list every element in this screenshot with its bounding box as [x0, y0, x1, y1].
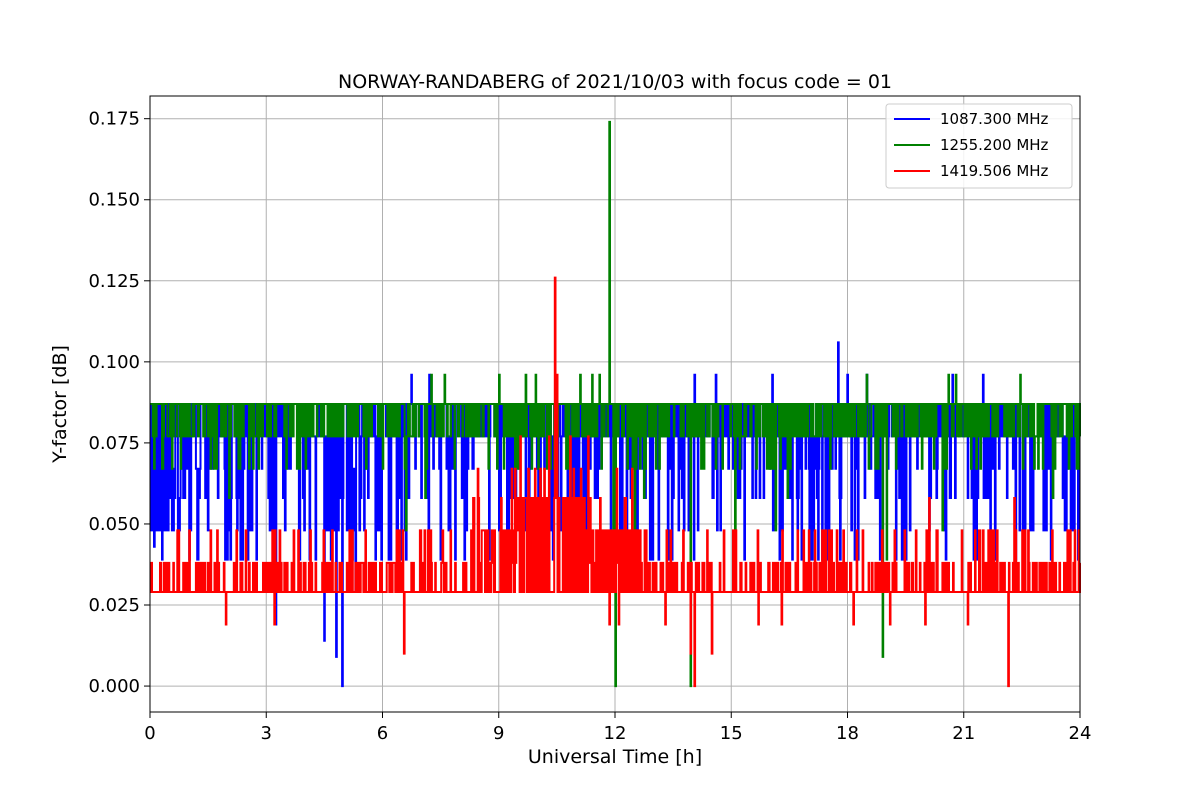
- legend: 1087.300 MHz 1255.200 MHz 1419.506 MHz: [885, 103, 1073, 189]
- y-tick-label: 0.075: [88, 433, 140, 454]
- y-tick-label: 0.175: [88, 109, 140, 130]
- x-tick-label: 3: [261, 723, 272, 744]
- y-tick-label: 0.100: [88, 352, 140, 373]
- x-tick-label: 6: [377, 723, 388, 744]
- y-tick-label: 0.000: [88, 676, 140, 697]
- legend-entry: 1419.506 MHz: [940, 162, 1049, 180]
- x-axis: 0 3 6 9 12 15 18 21 24: [144, 712, 1091, 744]
- x-tick-label: 24: [1069, 723, 1092, 744]
- x-tick-label: 18: [836, 723, 859, 744]
- x-tick-label: 12: [604, 723, 627, 744]
- legend-entry: 1255.200 MHz: [940, 136, 1049, 154]
- legend-box: [885, 103, 1073, 189]
- y-tick-label: 0.025: [88, 595, 140, 616]
- series-line: [150, 120, 1081, 688]
- y-axis: 0.000 0.025 0.050 0.075 0.100 0.125 0.150 0.175: [88, 109, 150, 697]
- y-axis-label: Y-factor [dB]: [49, 345, 71, 464]
- x-tick-label: 0: [144, 723, 155, 744]
- x-tick-label: 9: [493, 723, 504, 744]
- plot-area: [149, 120, 1081, 688]
- y-tick-label: 0.050: [88, 514, 140, 535]
- series-line: [150, 276, 1081, 688]
- legend-entry: 1087.300 MHz: [940, 110, 1049, 128]
- y-tick-label: 0.150: [88, 190, 140, 211]
- x-tick-label: 21: [952, 723, 975, 744]
- x-axis-label: Universal Time [h]: [528, 746, 702, 768]
- chart-title: NORWAY-RANDABERG of 2021/10/03 with focu…: [338, 71, 892, 93]
- x-tick-label: 15: [720, 723, 743, 744]
- y-tick-label: 0.125: [88, 271, 140, 292]
